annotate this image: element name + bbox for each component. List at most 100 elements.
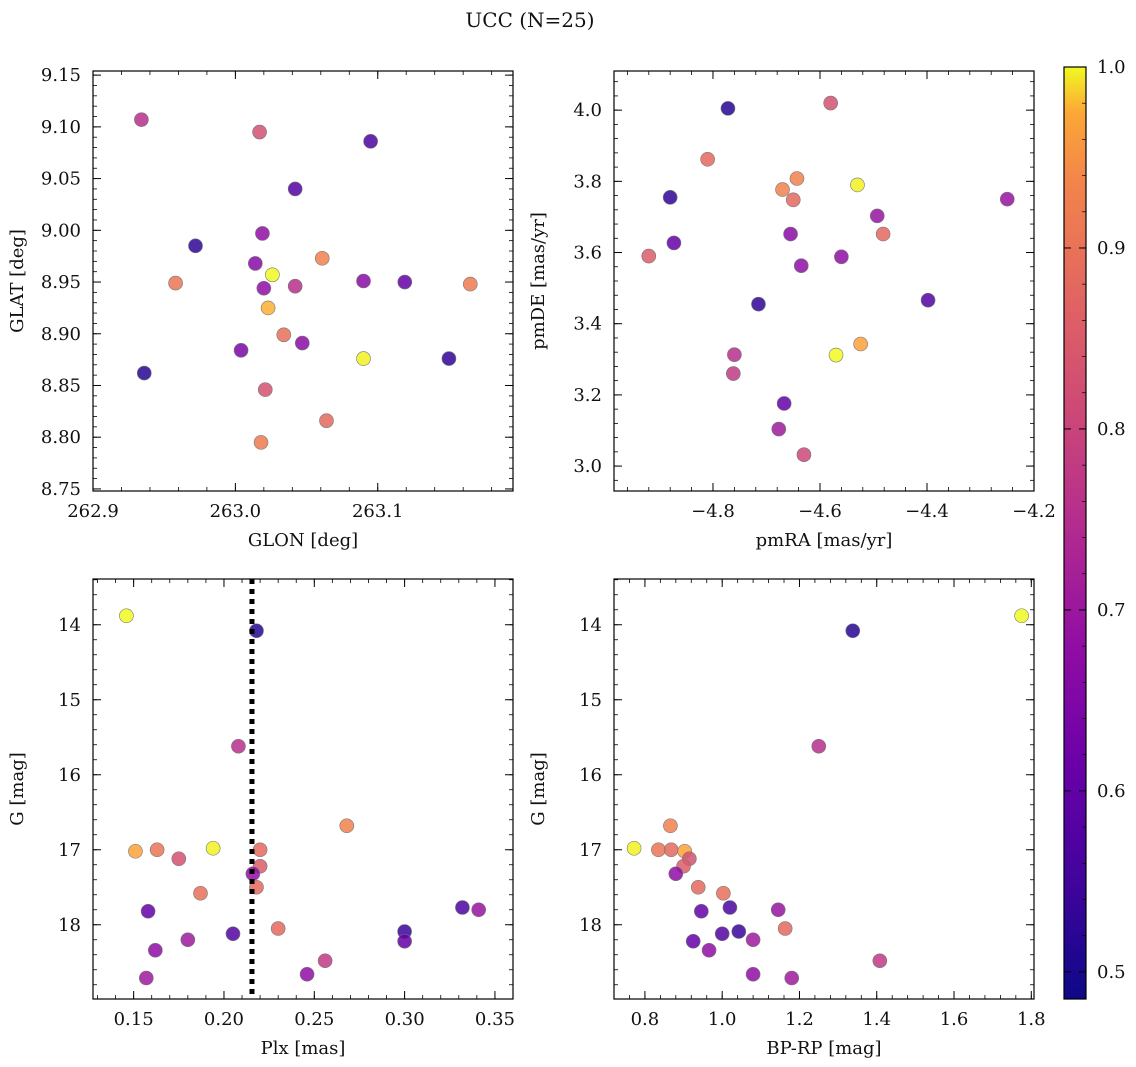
scatter-point [148, 942, 163, 958]
scatter-point [666, 235, 682, 251]
colorbar: 0.5 0.6 0.7 0.8 0.9 1.0 [1063, 57, 1126, 1000]
scatter-point [231, 738, 246, 754]
scatter-point [663, 818, 678, 834]
scatter-point [397, 274, 413, 290]
scatter-panel: −4.8 −4.6 −4.4 −4.2 3.0 3.2 3.4 3.6 3.8 4.0 pmRA [… [528, 70, 1056, 551]
scatter-point [317, 953, 333, 969]
y-tick-label: 9.00 [41, 220, 81, 241]
scatter-point [134, 112, 149, 127]
scatter-point [811, 738, 827, 754]
y-tick-label: 15 [58, 690, 81, 711]
y-tick-label: 16 [579, 765, 602, 786]
scatter-point [745, 932, 761, 948]
scatter-point [270, 921, 286, 936]
scatter-point [205, 840, 221, 856]
x-tick-label: −4.2 [1012, 501, 1056, 522]
y-tick-label: 15 [579, 690, 602, 711]
scatter-point [850, 177, 865, 193]
scatter-point [771, 421, 787, 437]
x-tick-label: 0.20 [204, 1009, 244, 1030]
y-tick-label: 14 [579, 615, 602, 636]
y-tick-label: 4.0 [573, 100, 602, 121]
scatter-point [872, 953, 888, 969]
y-tick-label: 8.95 [41, 272, 81, 293]
y-tick-label: 8.80 [41, 427, 81, 448]
scatter-point [727, 347, 742, 362]
scatter-point [119, 608, 134, 624]
scatter-point [287, 181, 303, 197]
scatter-point [777, 921, 793, 936]
colorbar-tick-label: 0.6 [1097, 781, 1126, 802]
scatter-point [356, 351, 371, 366]
x-axis-label: GLON [deg] [248, 530, 358, 551]
y-tick-label: 3.0 [573, 456, 602, 477]
colorbar-tick-label: 1.0 [1097, 57, 1126, 78]
x-tick-label: 0.35 [475, 1009, 515, 1030]
scatter-point [668, 866, 684, 882]
scatter-point [784, 970, 800, 986]
scatter-point [253, 435, 269, 450]
scatter-point [255, 226, 270, 241]
x-tick-label: 263.1 [352, 501, 404, 522]
scatter-point [775, 182, 790, 197]
y-tick-label: 9.10 [41, 117, 81, 138]
scatter-point [188, 238, 203, 254]
colorbar-tick-label: 0.9 [1097, 238, 1126, 259]
scatter-point [690, 879, 706, 895]
y-tick-label: 8.75 [41, 479, 81, 500]
scatter-point [783, 226, 798, 242]
y-tick-label: 16 [58, 765, 81, 786]
x-axis-label: BP-RP [mag] [766, 1038, 881, 1059]
scatter-point [834, 249, 849, 265]
x-tick-label: 1.4 [862, 1009, 891, 1030]
x-axis-label: Plx [mas] [261, 1038, 346, 1059]
y-tick-label: 9.05 [41, 169, 81, 190]
axes-frame [92, 70, 514, 492]
scatter-point [663, 842, 679, 858]
scatter-point [716, 885, 731, 901]
scatter-point [770, 902, 786, 918]
y-tick-label: 14 [58, 615, 81, 636]
scatter-point [1014, 608, 1029, 624]
x-tick-label: 263.0 [210, 501, 262, 522]
y-tick-label: 8.90 [41, 324, 81, 345]
scatter-point [252, 124, 267, 140]
scatter-point [248, 256, 263, 271]
scatter-point [356, 273, 371, 289]
x-tick-label: 0.8 [631, 1009, 660, 1030]
scatter-point [314, 250, 330, 266]
scatter-panel: 0.15 0.20 0.25 0.30 0.35 14 15 16 17 18 Plx [mas] G… [7, 578, 515, 1059]
figure-title: UCC (N=25) [465, 8, 594, 32]
x-tick-label: 1.0 [708, 1009, 737, 1030]
y-axis-label: G [mag] [7, 752, 28, 825]
y-tick-label: 3.6 [573, 243, 602, 264]
scatter-point [722, 900, 738, 915]
scatter-point [700, 151, 715, 167]
scatter-point [171, 851, 187, 867]
y-tick-label: 3.2 [573, 385, 602, 406]
x-tick-label: 0.25 [294, 1009, 334, 1030]
scatter-point [257, 382, 273, 397]
y-tick-label: 18 [579, 915, 602, 936]
x-tick-label: −4.8 [691, 501, 735, 522]
scatter-point [694, 903, 709, 919]
colorbar-tick-label: 0.7 [1097, 600, 1126, 621]
scatter-point [287, 278, 303, 294]
scatter-point [397, 933, 412, 949]
y-tick-label: 3.8 [573, 171, 602, 192]
scatter-point [260, 300, 276, 316]
scatter-point [138, 970, 154, 986]
subplot-grid: 262.9 263.0 263.1 8.75 8.80 8.85 8.90 8.95 9.00 9… [7, 65, 1056, 1059]
scatter-point [168, 275, 183, 291]
y-axis-label: pmDE [mas/yr] [528, 212, 549, 350]
scatter-point [299, 966, 315, 982]
scatter-point [140, 903, 156, 919]
scatter-point [193, 885, 208, 901]
scatter-point [828, 347, 844, 363]
scatter-point [785, 192, 801, 208]
x-tick-label: 262.9 [67, 501, 119, 522]
scatter-point [149, 842, 165, 858]
scatter-point [875, 226, 891, 242]
scatter-point [726, 366, 741, 381]
